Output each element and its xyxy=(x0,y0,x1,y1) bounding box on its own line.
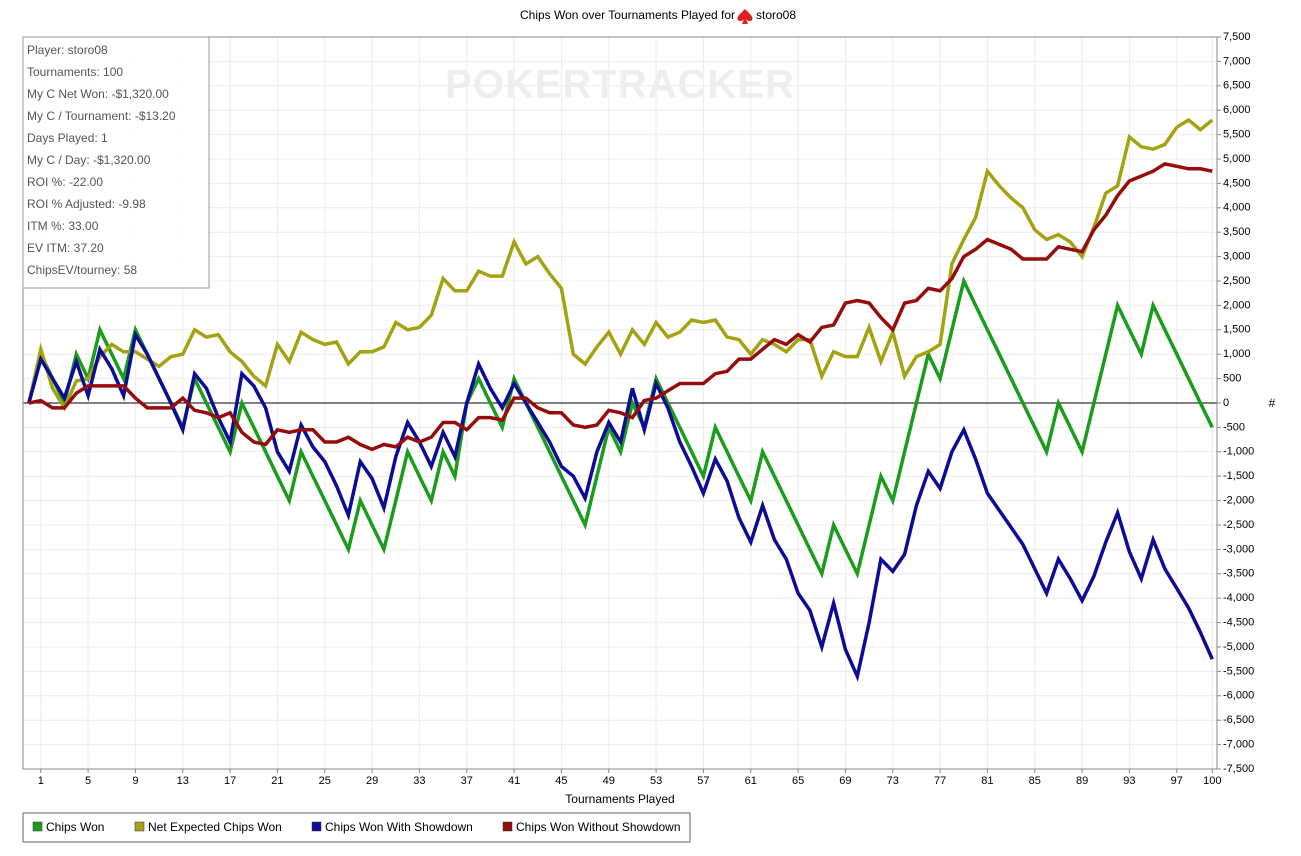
x-tick-label: 9 xyxy=(132,775,138,787)
x-tick-label: 89 xyxy=(1076,775,1088,787)
legend-swatch xyxy=(311,821,322,832)
y-tick-label: -3,000 xyxy=(1223,543,1254,555)
y-tick-label: 4,000 xyxy=(1223,202,1251,214)
stat-line: My C Net Won: -$1,320.00 xyxy=(27,87,169,101)
stat-line: ITM %: 33.00 xyxy=(27,219,99,233)
stat-line: EV ITM: 37.20 xyxy=(27,241,104,255)
x-tick-label: 29 xyxy=(366,775,378,787)
x-tick-label: 73 xyxy=(887,775,899,787)
legend-label: Chips Won With Showdown xyxy=(325,820,473,834)
y-tick-label: 500 xyxy=(1223,373,1241,385)
series-line xyxy=(27,275,1214,579)
stat-line: ROI % Adjusted: -9.98 xyxy=(27,197,146,211)
x-tick-label: 41 xyxy=(508,775,520,787)
y-tick-label: -7,000 xyxy=(1223,739,1254,751)
x-tick-label: 21 xyxy=(271,775,283,787)
x-tick-label: 61 xyxy=(745,775,757,787)
y-tick-label: -5,000 xyxy=(1223,641,1254,653)
y-tick-label: 2,000 xyxy=(1223,299,1251,311)
stat-line: Days Played: 1 xyxy=(27,131,108,145)
x-tick-label: 45 xyxy=(555,775,567,787)
stat-line: My C / Day: -$1,320.00 xyxy=(27,153,151,167)
stats-box xyxy=(22,36,210,289)
watermark: POKERTRACKER xyxy=(445,63,795,107)
x-tick-label: 13 xyxy=(177,775,189,787)
x-tick-label: 5 xyxy=(85,775,91,787)
stat-line: Tournaments: 100 xyxy=(27,65,123,79)
legend-swatch xyxy=(502,821,513,832)
y-tick-label: 4,500 xyxy=(1223,177,1251,189)
legend-swatch xyxy=(134,821,145,832)
y-tick-label: -4,500 xyxy=(1223,617,1254,629)
y-tick-label: 7,000 xyxy=(1223,55,1251,67)
x-axis-label: Tournaments Played xyxy=(565,792,674,806)
stat-line: My C / Tournament: -$13.20 xyxy=(27,109,176,123)
legend-box xyxy=(22,812,691,843)
y-tick-label: 1,000 xyxy=(1223,348,1251,360)
x-tick-label: 93 xyxy=(1123,775,1135,787)
legend-label: Chips Won xyxy=(46,820,104,834)
stat-line: ROI %: -22.00 xyxy=(27,175,103,189)
player-name: storo08 xyxy=(756,8,796,22)
y-axis-label: # xyxy=(1269,396,1276,410)
series-line xyxy=(27,117,1214,412)
x-tick-label: 100 xyxy=(1203,775,1221,787)
legend-swatch xyxy=(32,821,43,832)
x-tick-label: 1 xyxy=(38,775,44,787)
series-line xyxy=(28,162,1213,452)
y-tick-label: 1,500 xyxy=(1223,324,1251,336)
x-tick-label: 57 xyxy=(697,775,709,787)
x-tick-label: 33 xyxy=(413,775,425,787)
y-tick-label: 5,500 xyxy=(1223,129,1251,141)
stat-line: Player: storo08 xyxy=(27,43,108,57)
chart-title: Chips Won over Tournaments Played for xyxy=(520,8,735,22)
y-tick-label: -7,500 xyxy=(1223,763,1254,775)
x-tick-label: 97 xyxy=(1171,775,1183,787)
y-tick-label: -4,000 xyxy=(1223,592,1254,604)
y-tick-label: 3,000 xyxy=(1223,251,1251,263)
y-tick-label: -2,000 xyxy=(1223,495,1254,507)
x-tick-label: 65 xyxy=(792,775,804,787)
y-tick-label: -6,500 xyxy=(1223,714,1254,726)
y-tick-label: 0 xyxy=(1223,397,1229,409)
stat-line: ChipsEV/tourney: 58 xyxy=(27,263,137,277)
legend-label: Chips Won Without Showdown xyxy=(516,820,681,834)
y-tick-label: -1,000 xyxy=(1223,446,1254,458)
y-tick-label: 2,500 xyxy=(1223,275,1251,287)
x-tick-label: 77 xyxy=(934,775,946,787)
legend-label: Net Expected Chips Won xyxy=(148,820,282,834)
y-tick-label: 7,500 xyxy=(1223,31,1251,43)
x-tick-label: 37 xyxy=(461,775,473,787)
series-line xyxy=(27,329,1214,682)
x-tick-label: 53 xyxy=(650,775,662,787)
x-tick-label: 17 xyxy=(224,775,236,787)
y-tick-label: 6,500 xyxy=(1223,80,1251,92)
x-tick-label: 49 xyxy=(603,775,615,787)
y-tick-label: 6,000 xyxy=(1223,104,1251,116)
y-tick-label: -3,500 xyxy=(1223,568,1254,580)
x-tick-label: 81 xyxy=(981,775,993,787)
x-tick-label: 85 xyxy=(1029,775,1041,787)
y-tick-label: -500 xyxy=(1223,421,1245,433)
y-tick-label: -1,500 xyxy=(1223,470,1254,482)
spade-icon xyxy=(737,9,753,24)
y-tick-label: -5,500 xyxy=(1223,665,1254,677)
x-tick-label: 25 xyxy=(319,775,331,787)
y-tick-label: 3,500 xyxy=(1223,226,1251,238)
y-tick-label: -6,000 xyxy=(1223,690,1254,702)
x-tick-label: 69 xyxy=(839,775,851,787)
y-tick-label: -2,500 xyxy=(1223,519,1254,531)
y-tick-label: 5,000 xyxy=(1223,153,1251,165)
